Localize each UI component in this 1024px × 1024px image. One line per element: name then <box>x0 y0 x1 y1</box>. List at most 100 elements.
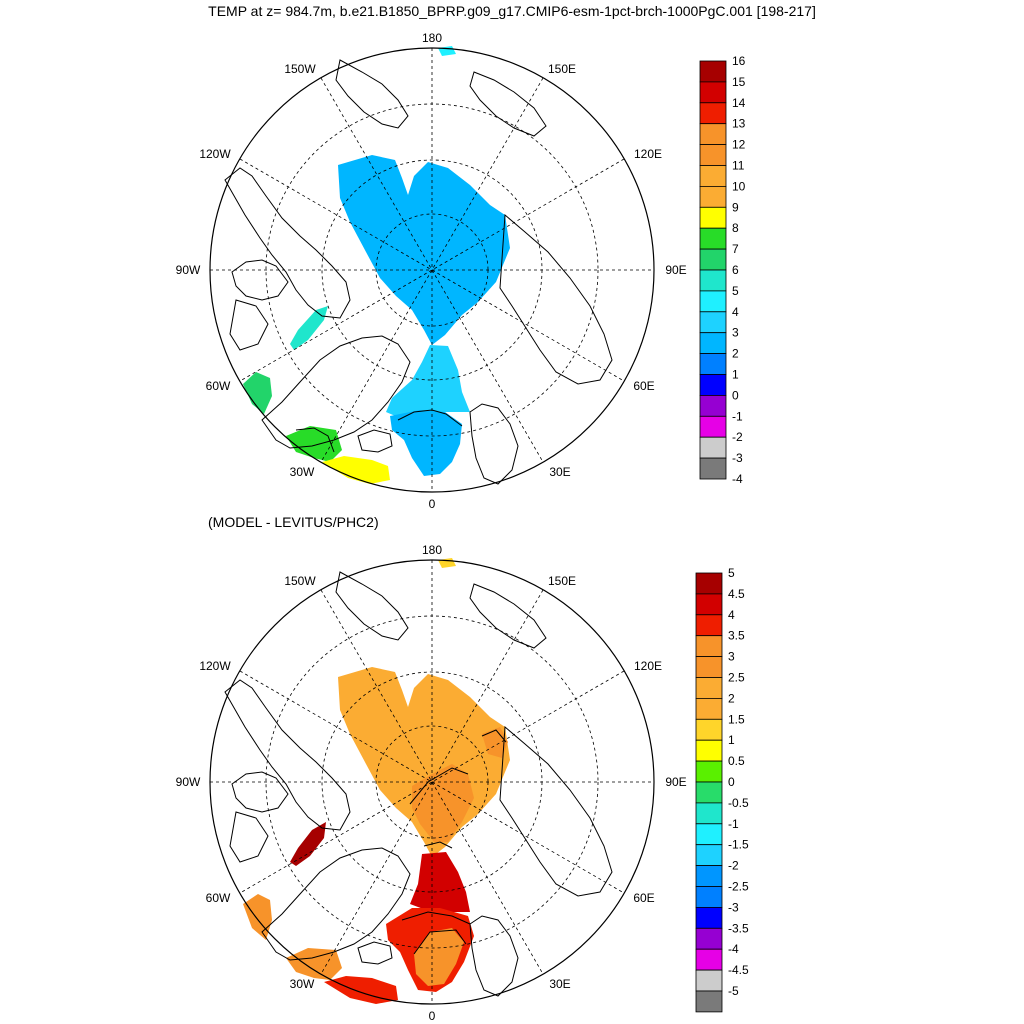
iceland-coastline <box>357 941 393 965</box>
colorbar-tick-label: 1.5 <box>728 712 745 726</box>
chukotka-coastline <box>469 583 547 649</box>
colorbar-tick-label: -2 <box>732 430 743 444</box>
bering-strait-region <box>438 558 456 568</box>
colorbar-swatch <box>695 739 723 762</box>
meridian-line <box>320 589 544 975</box>
lon-label-150w: 150W <box>284 574 316 588</box>
colorbar-tick-label: 1 <box>728 733 735 747</box>
colorbar-tick-label: -4.5 <box>728 963 749 977</box>
lon-label-30e: 30E <box>549 465 570 479</box>
labrador-sea-region <box>243 894 272 940</box>
meridian-line <box>239 158 625 382</box>
colorbar-tick-label: 11 <box>732 159 745 173</box>
lon-label-30e: 30E <box>549 977 570 991</box>
colorbar-tick-label: -5 <box>728 984 739 998</box>
bering-strait-region <box>438 46 456 56</box>
colorbar-tick-label: 7 <box>732 242 739 256</box>
colorbar-tick-label: 15 <box>732 75 746 89</box>
colorbar-tick-label: 16 <box>732 54 746 68</box>
colorbar-tick-label: -1.5 <box>728 838 749 852</box>
difference-subtitle: (MODEL - LEVITUS/PHC2) <box>208 514 379 530</box>
colorbar-swatch <box>695 760 723 783</box>
alaska-coastline <box>335 571 409 641</box>
colorbar-swatch <box>699 144 727 166</box>
colorbar-tick-label: -0.5 <box>728 796 749 810</box>
colorbar-swatch <box>699 436 727 459</box>
greenland-coastline <box>261 335 411 449</box>
colorbar-tick-label: -2.5 <box>728 880 749 894</box>
lon-label-0: 0 <box>429 1009 436 1023</box>
meridian-line <box>239 670 625 894</box>
data-fill-layer <box>243 558 510 1004</box>
colorbar-swatch <box>695 677 723 699</box>
map-boundary-circle <box>209 47 655 493</box>
colorbar-swatch <box>699 394 727 417</box>
greenland-coastline <box>261 847 411 961</box>
hudson-bay-coastline <box>229 811 269 863</box>
north-atlantic-region <box>322 456 390 484</box>
colorbar-tick-label: -3.5 <box>728 921 749 935</box>
barents-deep-region <box>390 410 462 476</box>
colorbar-swatch <box>695 635 723 657</box>
colorbar-tick-label: 5 <box>728 566 735 580</box>
lon-label-30w: 30W <box>290 977 315 991</box>
norwegian-sea-region <box>386 345 470 418</box>
scandinavia-coastline <box>469 915 519 997</box>
colorbar-tick-label: 6 <box>732 263 739 277</box>
lon-label-90e: 90E <box>665 263 686 277</box>
colorbar-swatch <box>695 697 723 720</box>
colorbar-tick-label: -1 <box>732 409 743 423</box>
colorbar-swatch <box>699 290 727 313</box>
colorbar-tick-label: 0 <box>728 775 735 789</box>
lon-label-150e: 150E <box>548 62 576 76</box>
colorbar-tick-label: -3 <box>732 451 743 465</box>
hudson-bay-coastline <box>229 299 269 351</box>
colorbar-swatch <box>699 269 727 292</box>
lon-label-120w: 120W <box>199 147 231 161</box>
colorbar-swatch <box>699 185 727 208</box>
longitude-labels: 180 150W 150E 120W 120E 90W 90E 60W 60E … <box>176 543 687 1023</box>
siberia-coastline <box>499 725 613 897</box>
irminger-sea-region <box>286 948 342 980</box>
colorbar-swatch <box>695 656 723 678</box>
colorbar-swatch <box>699 102 727 125</box>
north-atlantic-region <box>324 976 398 1004</box>
colorbar-swatch <box>699 227 727 250</box>
contour-line <box>423 841 453 849</box>
colorbar-swatch <box>699 206 727 229</box>
lon-label-120e: 120E <box>634 147 662 161</box>
colorbar-tick-label: 3 <box>732 326 739 340</box>
colorbar-tick-label: 2 <box>728 691 735 705</box>
alaska-coastline <box>335 59 409 129</box>
arctic-archipelago-coastline <box>231 771 289 813</box>
lon-label-90w: 90W <box>176 775 201 789</box>
east-siberian-region <box>482 727 508 758</box>
colorbar-tick-label: -1 <box>728 817 739 831</box>
lon-label-120w: 120W <box>199 659 231 673</box>
arctic-archipelago-coastline <box>231 259 289 301</box>
colorbar-tick-label: 8 <box>732 221 739 235</box>
colorbar-swatch <box>699 81 727 104</box>
data-fill-layer <box>243 46 510 484</box>
barents-region <box>414 928 464 986</box>
lon-label-90w: 90W <box>176 263 201 277</box>
colorbar-swatch <box>699 311 727 334</box>
difference-map-panel: 180 150W 150E 120W 120E 90W 90E 60W 60E … <box>176 543 749 1023</box>
colorbar-swatch <box>695 990 723 1013</box>
colorbar-swatch <box>699 165 727 187</box>
colorbar-swatch <box>695 572 723 595</box>
coastline-layer <box>224 571 613 997</box>
lomonosov-ridge-region <box>412 764 474 842</box>
baffin-south-region <box>243 372 272 414</box>
colorbar-swatch <box>695 886 723 908</box>
lon-label-120e: 120E <box>634 659 662 673</box>
colorbar-swatch <box>695 718 723 741</box>
colorbar-swatch <box>695 823 723 846</box>
meridian-line <box>239 158 625 382</box>
lon-label-90e: 90E <box>665 775 686 789</box>
canada-coastline <box>224 679 351 831</box>
colorbar-tick-label: 4 <box>728 608 735 622</box>
colorbar-tick-label: 3.5 <box>728 629 745 643</box>
labrador-sea-region <box>290 306 328 350</box>
